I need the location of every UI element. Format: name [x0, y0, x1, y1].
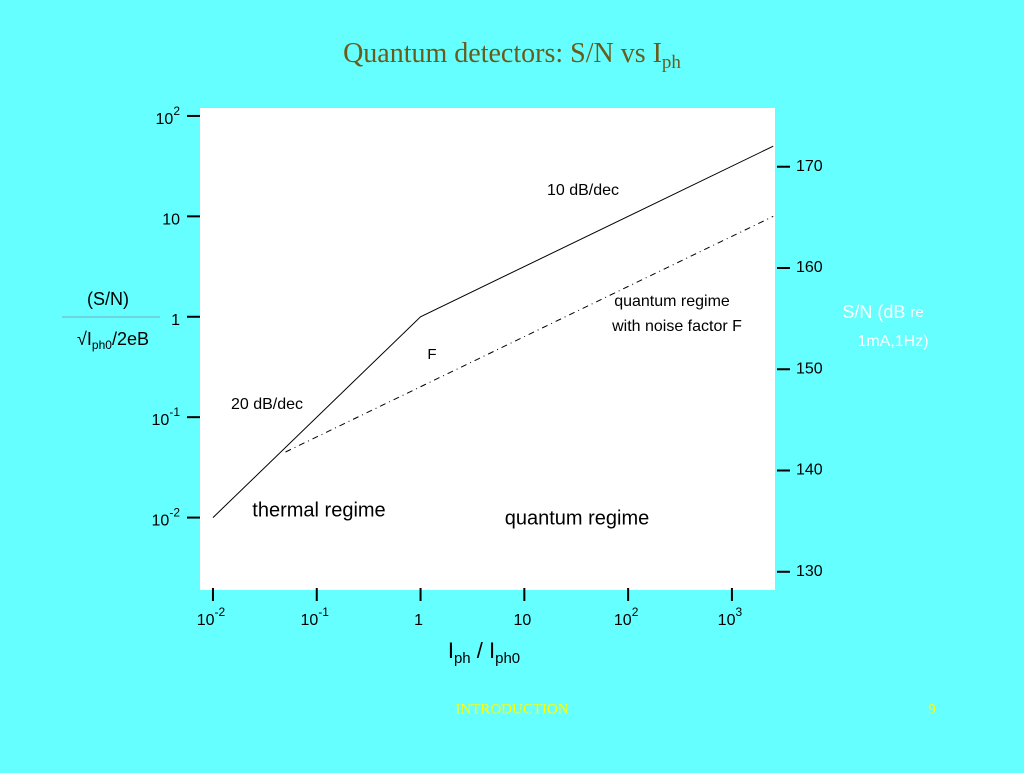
y2-tick-label: 170: [796, 158, 823, 175]
annotation: quantum regime: [614, 293, 730, 310]
y-tick-label: 102: [156, 104, 181, 128]
y2-label-part: re: [910, 304, 923, 321]
y2-tick-label: 140: [796, 462, 823, 479]
x-tick-label-exponent: 3: [735, 605, 742, 619]
x-label: Iph / Iph0: [448, 638, 520, 667]
x-label-part: I: [448, 638, 454, 663]
annotation: quantum regime: [505, 507, 650, 529]
annotation: 20 dB/dec: [231, 396, 303, 413]
y-label-bottom: √Iph0/2eB: [77, 329, 149, 352]
x-tick-label: 1: [414, 612, 423, 629]
footer: INTRODUCTION: [455, 701, 568, 717]
chart-title: Quantum detectors: S/N vs Iph: [343, 38, 681, 73]
y-tick-label-exponent: 2: [173, 104, 180, 118]
y-tick-label: 10: [162, 212, 180, 229]
y-tick-label-exponent: -1: [169, 405, 180, 419]
x-tick-label-base: 10: [718, 612, 736, 629]
x-tick-label-base: 10: [197, 612, 215, 629]
annotation: F: [427, 346, 436, 363]
annotation: 10 dB/dec: [547, 182, 619, 199]
x-tick-label: 102: [614, 605, 639, 629]
x-label-subscript: ph: [454, 650, 471, 667]
y2-tick-label: 160: [796, 259, 823, 276]
y-tick-label-base: 10: [152, 412, 170, 429]
page-number: 9: [928, 701, 936, 717]
y2-label-part: S/N (dB: [842, 302, 910, 322]
y-tick-label: 1: [171, 312, 180, 329]
x-tick-label-exponent: -2: [215, 605, 226, 619]
x-tick-label: 103: [718, 605, 743, 629]
plot-area: [200, 108, 775, 590]
annotation: with noise factor F: [611, 318, 742, 335]
x-tick-label: 10-2: [197, 605, 226, 629]
x-tick-label-base: 10: [301, 612, 319, 629]
line-series: [285, 215, 774, 453]
y-label-top: (S/N): [87, 289, 129, 309]
x-tick-label: 10-1: [301, 605, 330, 629]
y-label-part: √I: [77, 329, 92, 349]
title-subscript: ph: [662, 52, 682, 73]
line-series: [212, 145, 774, 518]
title-text: Quantum detectors: S/N vs I: [343, 38, 662, 69]
x-label-subscript: ph0: [495, 650, 520, 667]
x-label-part: / I: [471, 638, 495, 663]
x-tick-label-exponent: 2: [632, 605, 639, 619]
y-tick-label: 10-2: [152, 506, 181, 530]
y-tick-label-exponent: -2: [169, 506, 180, 520]
y2-tick-label: 130: [796, 563, 823, 580]
y-label-part: /2eB: [112, 329, 149, 349]
y2-tick-label: 150: [796, 360, 823, 377]
y-label-subscript: ph0: [92, 338, 112, 352]
y2-label: S/N (dB re: [842, 302, 923, 322]
y2-label-line2: 1mA,1Hz): [857, 333, 928, 350]
y-tick-label: 10-1: [152, 405, 181, 429]
x-tick-label-base: 10: [614, 612, 632, 629]
y-tick-label-base: 10: [156, 111, 174, 128]
x-tick-label-exponent: -1: [318, 605, 329, 619]
annotation: thermal regime: [252, 499, 385, 521]
y-tick-label-base: 10: [152, 513, 170, 530]
x-tick-label: 10: [513, 612, 531, 629]
